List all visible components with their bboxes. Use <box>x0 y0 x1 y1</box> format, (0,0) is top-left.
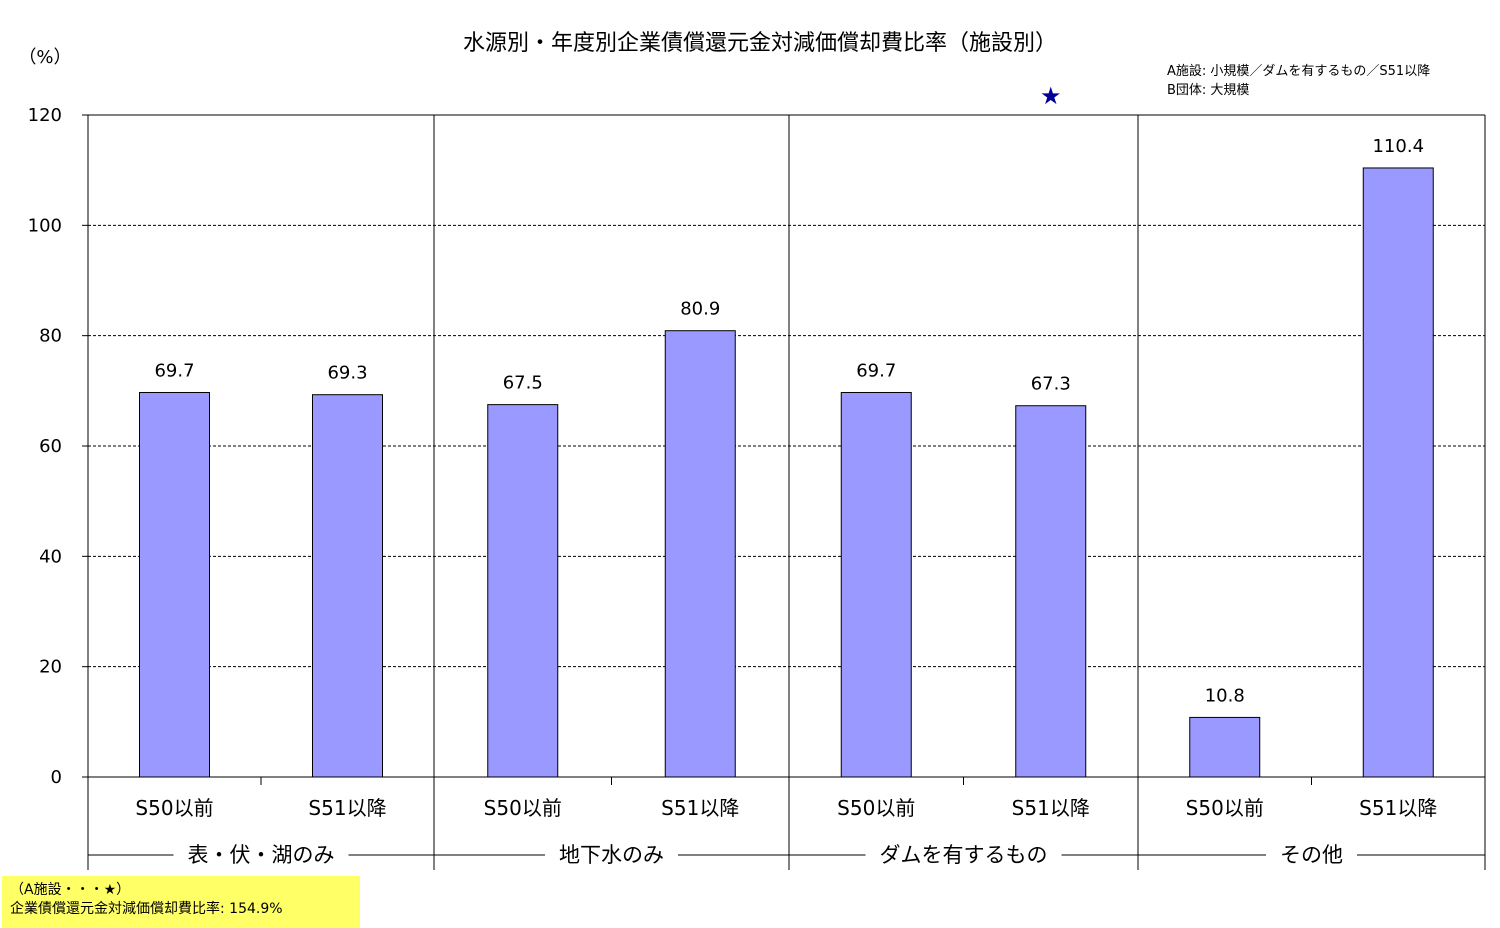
y-tick-label: 40 <box>39 546 62 567</box>
category-label: S51以降 <box>1012 796 1090 820</box>
bar <box>840 391 912 778</box>
y-tick-label: 120 <box>28 105 62 126</box>
footnote-box: （A施設・・・★） 企業債償還元金対減価償却費比率: 154.9% <box>2 876 360 928</box>
group-label: その他 <box>1280 843 1343 867</box>
group-label: ダムを有するもの <box>880 843 1048 867</box>
category-label: S50以前 <box>1186 796 1264 820</box>
y-tick-label: 60 <box>39 436 62 457</box>
data-label: 67.3 <box>1031 374 1071 395</box>
category-label: S51以降 <box>308 796 386 820</box>
bar <box>1015 405 1087 778</box>
legend-note-a: A施設: 小規模／ダムを有するもの／S51以降 <box>1167 63 1430 79</box>
category-label: S51以降 <box>1359 796 1437 820</box>
footnote-line-1: （A施設・・・★） <box>10 882 131 898</box>
data-label: 80.9 <box>680 299 720 320</box>
group-label: 地下水のみ <box>559 843 664 867</box>
data-label: 69.3 <box>327 363 367 384</box>
bar <box>312 394 383 778</box>
category-label: S50以前 <box>484 796 562 820</box>
bar <box>139 391 210 778</box>
group-label: 表・伏・湖のみ <box>188 843 335 867</box>
category-label: S50以前 <box>837 796 915 820</box>
star-marker: ★ <box>1040 82 1062 110</box>
category-label: S51以降 <box>661 796 739 820</box>
data-label: 69.7 <box>154 360 194 381</box>
y-axis-unit: （%） <box>18 47 71 68</box>
y-tick-label: 20 <box>39 657 62 678</box>
y-tick-label: 80 <box>39 326 62 347</box>
footnote-line-2: 企業債償還元金対減価償却費比率: 154.9% <box>10 901 283 917</box>
y-tick-label: 100 <box>28 215 62 236</box>
chart-title: 水源別・年度別企業債償還元金対減価償却費比率（施設別） <box>463 31 1057 56</box>
bar <box>664 330 736 778</box>
category-label: S50以前 <box>135 796 213 820</box>
y-tick-label: 0 <box>51 767 62 788</box>
legend-note-b: B団体: 大規模 <box>1167 83 1249 98</box>
bar <box>1362 167 1434 778</box>
bar <box>1189 716 1261 778</box>
data-label: 69.7 <box>856 360 896 381</box>
data-label: 10.8 <box>1205 685 1245 706</box>
data-label: 67.5 <box>503 373 543 394</box>
data-label: 110.4 <box>1372 136 1424 157</box>
bar <box>487 404 559 778</box>
